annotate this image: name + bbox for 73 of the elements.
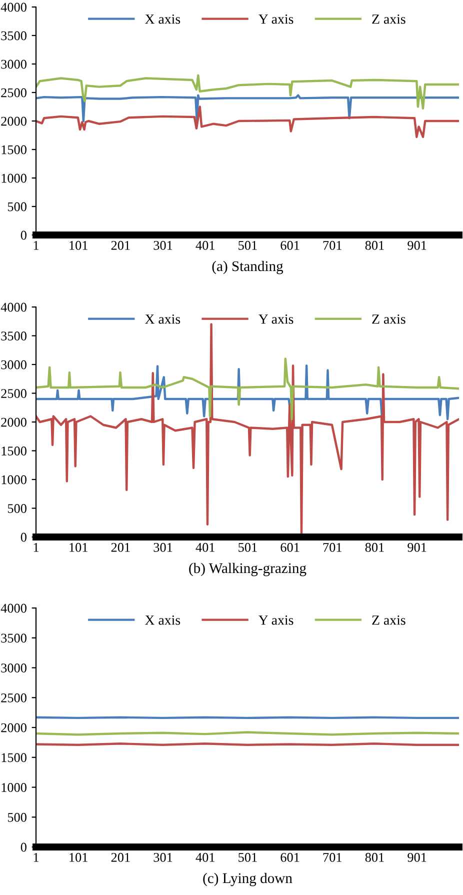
y-tick-label: 1000 — [2, 174, 26, 183]
y-tick-label: 3000 — [1, 60, 26, 69]
x-tick-label: 701 — [323, 240, 342, 250]
x-axis-title: (b) Walking-grazing — [189, 562, 306, 576]
x-tick-label: 201 — [111, 852, 130, 862]
y-tick-label: 2000 — [1, 418, 26, 427]
y-tick-label: 0 — [20, 842, 26, 852]
legend-label: X axis — [145, 14, 180, 24]
legend-label: Z axis — [372, 615, 406, 625]
legend-label: X axis — [145, 615, 180, 625]
line-series — [36, 74, 459, 110]
y-tick-label: 2500 — [1, 88, 26, 98]
line-series — [36, 94, 459, 122]
x-tick-label: 601 — [280, 240, 300, 250]
x-tick-label: 501 — [238, 852, 257, 862]
y-tick-label: 0 — [20, 532, 26, 542]
x-tick-label: 501 — [238, 542, 257, 552]
y-tick-label: 2500 — [1, 693, 26, 702]
legend-label: X axis — [145, 314, 180, 324]
y-tick-label: 1500 — [2, 753, 26, 762]
x-axis-title: (a) Standing — [212, 260, 284, 274]
x-tick-label: 401 — [196, 240, 214, 250]
x-tick-label: 601 — [280, 542, 300, 552]
line-series — [36, 323, 459, 536]
x-tick-label: 1 — [34, 241, 39, 250]
x-tick-label: 901 — [408, 240, 426, 250]
line-series — [36, 106, 459, 138]
x-tick-label: 201 — [111, 542, 130, 552]
x-tick-label: 601 — [280, 852, 300, 862]
x-tick-label: 501 — [238, 240, 257, 250]
y-tick-label: 3500 — [1, 634, 26, 643]
x-tick-label: 1 — [34, 543, 39, 552]
x-tick-label: 401 — [196, 852, 214, 862]
x-tick-label: 301 — [154, 852, 172, 862]
y-tick-label: 1500 — [2, 145, 26, 154]
y-tick-label: 1000 — [2, 783, 26, 792]
y-tick-label: 3500 — [1, 31, 26, 40]
x-tick-label: 701 — [323, 852, 342, 862]
legend-label: Z axis — [372, 314, 406, 324]
x-tick-label: 701 — [323, 542, 342, 552]
y-tick-label: 500 — [8, 202, 26, 212]
y-tick-label: 4000 — [0, 2, 26, 12]
legend-label: Y axis — [258, 14, 294, 24]
x-tick-label: 801 — [365, 542, 384, 552]
legend-label: Z axis — [372, 14, 406, 24]
x-tick-label: 901 — [408, 542, 426, 552]
x-tick-label: 301 — [154, 240, 172, 250]
x-tick-label: 101 — [70, 240, 88, 250]
y-tick-label: 500 — [8, 812, 26, 822]
x-tick-label: 101 — [70, 542, 88, 552]
y-tick-label: 2500 — [1, 389, 26, 398]
y-tick-label: 0 — [20, 230, 26, 240]
x-tick-label: 101 — [70, 852, 88, 862]
x-tick-label: 901 — [408, 852, 426, 862]
x-tick-label: 801 — [365, 240, 384, 250]
y-tick-label: 1500 — [2, 446, 26, 456]
y-tick-label: 4000 — [0, 604, 26, 613]
x-axis-title: (c) Lying down — [203, 872, 292, 886]
legend-label: Y axis — [258, 615, 294, 625]
y-tick-label: 2000 — [1, 723, 26, 732]
y-tick-label: 500 — [8, 504, 26, 513]
x-tick-label: 301 — [154, 542, 172, 552]
y-tick-label: 3000 — [1, 360, 26, 370]
y-tick-label: 4000 — [0, 302, 26, 312]
x-tick-label: 401 — [196, 542, 214, 552]
x-tick-label: 1 — [34, 853, 39, 862]
y-tick-label: 1000 — [2, 475, 26, 484]
x-tick-label: 801 — [365, 852, 384, 862]
y-tick-label: 3500 — [1, 332, 26, 340]
x-tick-label: 201 — [111, 240, 130, 250]
legend-label: Y axis — [258, 314, 294, 324]
y-tick-label: 2000 — [1, 116, 26, 126]
y-tick-label: 3000 — [1, 664, 26, 672]
